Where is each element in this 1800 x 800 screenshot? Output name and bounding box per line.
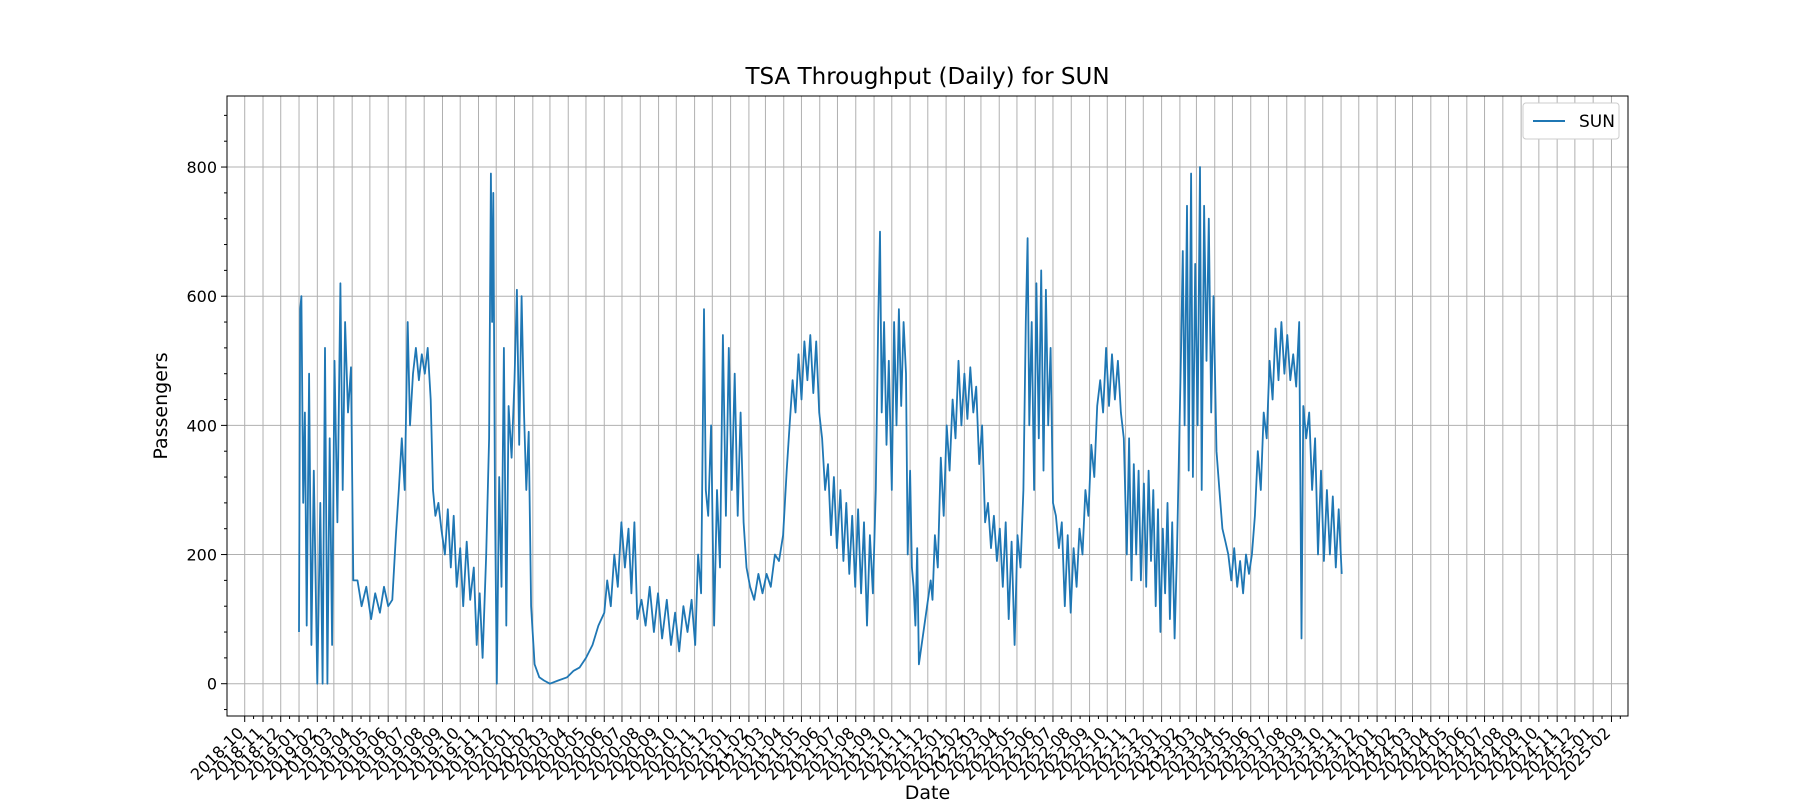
legend: SUN bbox=[1522, 102, 1620, 140]
x-axis-title: Date bbox=[905, 782, 950, 800]
y-tick-label: 600 bbox=[186, 287, 217, 306]
y-tick-label: 400 bbox=[186, 416, 217, 435]
y-axis: 0 200 400 600 800 bbox=[186, 114, 227, 711]
y-tick-label: 200 bbox=[186, 546, 217, 565]
y-tick-label: 0 bbox=[207, 675, 217, 694]
chart-title: TSA Throughput (Daily) for SUN bbox=[744, 64, 1109, 90]
series-layer bbox=[298, 166, 1343, 685]
y-tick-label: 800 bbox=[186, 158, 217, 177]
series-line-sun bbox=[298, 166, 1343, 685]
legend-box bbox=[1522, 102, 1620, 140]
x-axis: 2018-102018-112018-122019-012019-022019-… bbox=[187, 716, 1621, 784]
y-axis-title: Passengers bbox=[150, 352, 172, 459]
legend-label: SUN bbox=[1579, 112, 1615, 132]
